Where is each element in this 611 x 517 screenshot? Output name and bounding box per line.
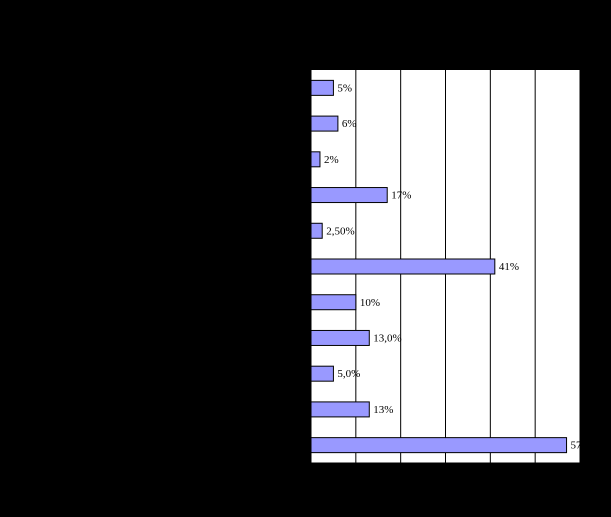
value-label: 57%	[571, 440, 591, 452]
bar	[310, 294, 357, 311]
value-label: 2%	[324, 154, 339, 166]
value-label: 10%	[360, 297, 380, 309]
value-label: 6%	[342, 118, 357, 130]
value-label: 13%	[373, 404, 393, 416]
value-label: 5,0%	[337, 368, 360, 380]
bar	[310, 401, 370, 418]
bar	[310, 222, 323, 239]
bar	[310, 258, 496, 275]
value-label: 13,0%	[373, 332, 401, 344]
bar	[310, 151, 321, 168]
bar	[310, 187, 388, 204]
bar	[310, 79, 334, 96]
value-label: 17%	[391, 190, 411, 202]
value-label: 41%	[499, 261, 519, 273]
bar	[310, 365, 334, 382]
value-label: 5%	[337, 82, 352, 94]
bar	[310, 437, 568, 454]
value-label: 2,50%	[326, 225, 354, 237]
bar	[310, 115, 339, 132]
bar	[310, 329, 370, 346]
